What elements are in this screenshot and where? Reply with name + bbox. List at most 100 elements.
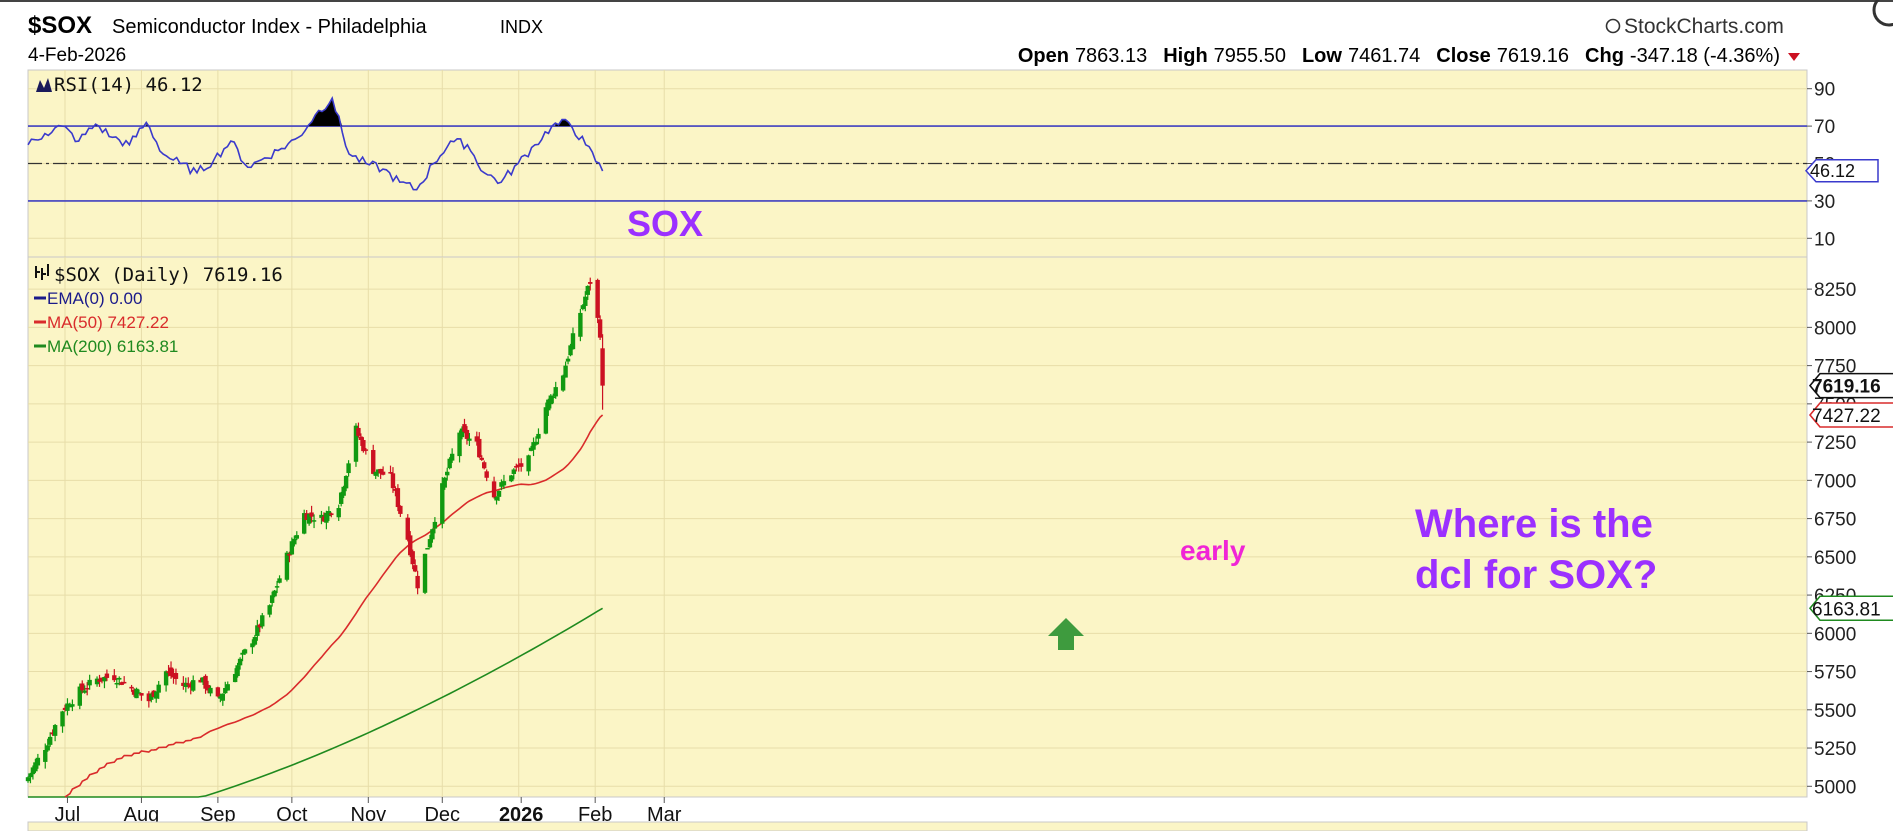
candle-body bbox=[292, 538, 297, 545]
candle-body bbox=[482, 462, 487, 469]
candle-body bbox=[519, 463, 524, 467]
candle-body bbox=[311, 520, 317, 522]
brand-name: StockCharts.com bbox=[1624, 15, 1784, 38]
candle-body bbox=[588, 282, 593, 284]
candle-body bbox=[600, 348, 605, 386]
candle-body bbox=[459, 428, 465, 438]
candle-body bbox=[528, 447, 534, 451]
candle-body bbox=[60, 711, 65, 727]
ma50-legend-text: MA(50) 7427.22 bbox=[47, 313, 169, 332]
ma50-tag: 7427.22 bbox=[1812, 406, 1881, 427]
chg-label: Chg bbox=[1585, 45, 1624, 67]
price-panel-bg bbox=[27, 256, 1808, 798]
candle-body bbox=[289, 541, 295, 555]
candle-body bbox=[457, 432, 462, 457]
high-label: High bbox=[1163, 45, 1207, 67]
candle-body bbox=[82, 690, 87, 693]
brand-logo: StockCharts.com bbox=[1605, 15, 1784, 38]
x-tick-label: Sep bbox=[200, 804, 236, 826]
x-tick-label: Nov bbox=[351, 804, 387, 826]
candle-body bbox=[304, 513, 309, 521]
price-panel: 8250800077507500725070006750650062506000… bbox=[25, 256, 1893, 798]
chg-down-icon bbox=[1788, 53, 1800, 61]
candle-body bbox=[371, 450, 376, 474]
candle-body bbox=[186, 683, 191, 685]
candle-body bbox=[257, 624, 263, 628]
candle-body bbox=[578, 312, 583, 337]
candle-body bbox=[223, 687, 228, 694]
candle-body bbox=[220, 693, 226, 701]
ma50-line bbox=[64, 414, 604, 798]
candle-body bbox=[346, 463, 351, 474]
candle-body bbox=[168, 667, 174, 676]
price-tick-label: 7250 bbox=[1814, 433, 1856, 454]
candle-body bbox=[65, 703, 70, 711]
rsi-tick-label: 10 bbox=[1814, 229, 1835, 250]
candle-body bbox=[171, 674, 176, 678]
candle-body bbox=[84, 688, 90, 690]
candle-body bbox=[393, 488, 398, 491]
x-tick-label: Feb bbox=[578, 804, 612, 826]
annotation-question: Where is the dcl for SOX? bbox=[1415, 502, 1657, 597]
price-legend: $SOX (Daily) 7619.16 EMA(0) 0.00 MA(50) … bbox=[34, 264, 283, 356]
candle-body bbox=[284, 552, 290, 580]
candle-body bbox=[415, 575, 420, 589]
low-value: 7461.74 bbox=[1348, 45, 1420, 67]
candle-body bbox=[494, 496, 499, 501]
candle-body bbox=[309, 512, 314, 517]
candle-body bbox=[33, 762, 38, 772]
candle-body bbox=[514, 466, 519, 468]
candle-body bbox=[205, 684, 211, 691]
candle-body bbox=[52, 725, 58, 736]
candle-body bbox=[597, 319, 603, 338]
candle-body bbox=[43, 749, 48, 762]
candle-body bbox=[121, 681, 127, 684]
rsi-tick-label: 30 bbox=[1814, 192, 1835, 213]
candle-body bbox=[432, 521, 438, 529]
candle-body bbox=[585, 285, 590, 295]
candle-body bbox=[319, 514, 324, 518]
price-tick-label: 8000 bbox=[1814, 318, 1856, 339]
candle-body bbox=[405, 517, 410, 540]
candle-body bbox=[380, 471, 386, 475]
candle-body bbox=[499, 482, 504, 487]
candle-body bbox=[516, 464, 521, 467]
candle-body bbox=[225, 684, 230, 691]
rsi-tick-label: 90 bbox=[1814, 80, 1835, 101]
candle-body bbox=[99, 677, 105, 681]
candle-body bbox=[356, 427, 361, 436]
candle-body bbox=[218, 696, 223, 699]
candle-body bbox=[324, 512, 329, 523]
ma200-tag: 6163.81 bbox=[1812, 599, 1881, 620]
candle-body bbox=[553, 387, 558, 397]
annotation-question-line1: Where is the bbox=[1415, 502, 1653, 546]
price-tick-label: 7750 bbox=[1814, 357, 1856, 378]
candle-body bbox=[252, 637, 258, 645]
x-tick-label: Mar bbox=[647, 804, 682, 826]
candle-body bbox=[114, 682, 119, 685]
candle-body bbox=[410, 551, 415, 565]
price-legend-main: $SOX (Daily) 7619.16 bbox=[54, 264, 283, 286]
candle-body bbox=[70, 704, 75, 707]
symbol-title: $SOX bbox=[28, 12, 92, 39]
close-price-tag-shape bbox=[1808, 372, 1893, 399]
candle-body bbox=[563, 365, 568, 378]
candle-body bbox=[198, 679, 203, 683]
candle-body bbox=[412, 565, 418, 572]
candle-body bbox=[526, 455, 531, 472]
candle-body bbox=[129, 686, 134, 689]
candle-body bbox=[25, 777, 31, 782]
price-tick-label: 5000 bbox=[1814, 777, 1856, 798]
candle-body bbox=[445, 471, 450, 476]
candle-body bbox=[375, 469, 381, 474]
candle-body bbox=[260, 615, 265, 627]
low-label: Low bbox=[1302, 45, 1342, 67]
candle-body bbox=[154, 691, 159, 699]
candle-body bbox=[425, 548, 430, 550]
price-tick-label: 6750 bbox=[1814, 510, 1856, 531]
rsi-current-tag-text: 46.12 bbox=[1810, 161, 1855, 181]
candle-body bbox=[533, 441, 539, 445]
candle-body bbox=[570, 333, 576, 350]
candle-body bbox=[484, 471, 489, 478]
x-tick-label: Jul bbox=[55, 804, 81, 826]
